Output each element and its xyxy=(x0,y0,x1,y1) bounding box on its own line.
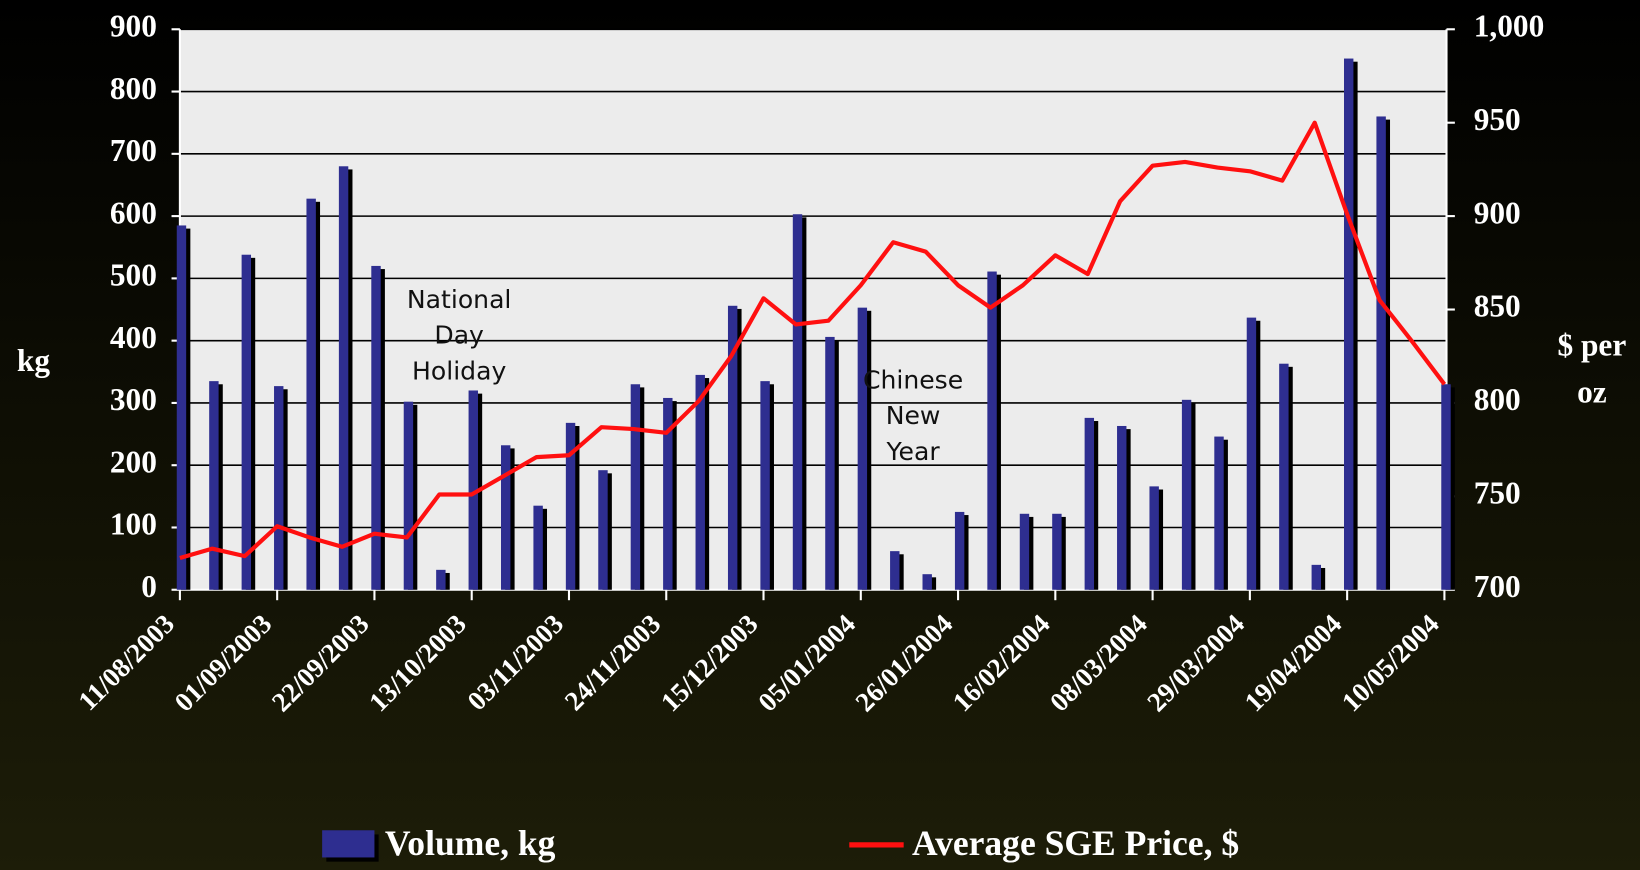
price-line xyxy=(179,120,1447,561)
y2-axis-label: $ per xyxy=(1557,327,1626,362)
y-tick-label: 300 xyxy=(110,382,157,417)
bar xyxy=(533,505,543,590)
y-tick-label: 600 xyxy=(110,195,157,230)
y2-tick-label: 700 xyxy=(1474,569,1521,604)
y-tick-label: 900 xyxy=(110,8,157,43)
annotation: National xyxy=(407,285,512,314)
bar xyxy=(598,470,608,590)
y-tick-label: 100 xyxy=(110,507,157,542)
y2-tick-label: 1,000 xyxy=(1474,8,1545,43)
y-tick-label: 700 xyxy=(110,133,157,168)
legend-label: Average SGE Price, $ xyxy=(912,823,1239,863)
y2-tick-label: 750 xyxy=(1474,476,1521,511)
plot-area xyxy=(179,29,1447,590)
y2-tick-label: 800 xyxy=(1474,382,1521,417)
y2-axis-label: oz xyxy=(1577,374,1607,409)
bar xyxy=(825,336,835,590)
bar xyxy=(1019,513,1030,590)
bar xyxy=(1279,363,1289,590)
bar xyxy=(1084,417,1095,590)
bar xyxy=(565,422,576,590)
bar xyxy=(403,401,414,590)
y2-tick-label: 950 xyxy=(1474,102,1521,137)
bar xyxy=(500,445,511,590)
bar xyxy=(436,569,446,590)
bar xyxy=(1214,436,1224,590)
bar xyxy=(1246,317,1257,590)
bar xyxy=(890,551,900,590)
legend-label: Volume, kg xyxy=(385,823,556,863)
annotation: Chinese xyxy=(863,366,963,395)
bar xyxy=(371,265,381,590)
y-tick-label: 200 xyxy=(110,444,157,479)
annotation: Holiday xyxy=(412,356,506,385)
bar xyxy=(1149,486,1159,590)
bar xyxy=(1181,399,1192,590)
bar xyxy=(306,198,316,590)
legend-swatch xyxy=(322,830,375,858)
y-tick-label: 0 xyxy=(141,569,157,604)
bar xyxy=(1441,384,1451,590)
bar xyxy=(663,397,673,590)
bar xyxy=(338,166,349,590)
bar xyxy=(792,214,803,590)
y-tick-label: 500 xyxy=(110,258,157,293)
bar xyxy=(987,271,997,590)
bar xyxy=(954,511,965,590)
y-axis-label: kg xyxy=(17,343,50,378)
bar xyxy=(857,307,868,590)
bar xyxy=(1344,58,1354,590)
y-tick-label: 400 xyxy=(110,320,157,355)
bar xyxy=(1052,513,1062,590)
y-tick-label: 800 xyxy=(110,71,157,106)
bar xyxy=(630,384,641,590)
annotation: Year xyxy=(886,437,941,466)
bar xyxy=(468,390,478,590)
y2-tick-label: 900 xyxy=(1474,195,1521,230)
bar xyxy=(1376,116,1386,590)
bar xyxy=(727,305,738,590)
bar xyxy=(209,381,219,590)
bar xyxy=(1117,425,1127,590)
annotation: Day xyxy=(434,321,484,350)
bar xyxy=(695,374,705,590)
y2-tick-label: 850 xyxy=(1474,289,1521,324)
bar xyxy=(1311,564,1321,590)
bar xyxy=(176,225,187,590)
bar xyxy=(760,381,770,590)
annotation: New xyxy=(886,401,941,430)
bar xyxy=(274,386,284,590)
bar xyxy=(241,254,252,590)
bar xyxy=(922,574,932,590)
